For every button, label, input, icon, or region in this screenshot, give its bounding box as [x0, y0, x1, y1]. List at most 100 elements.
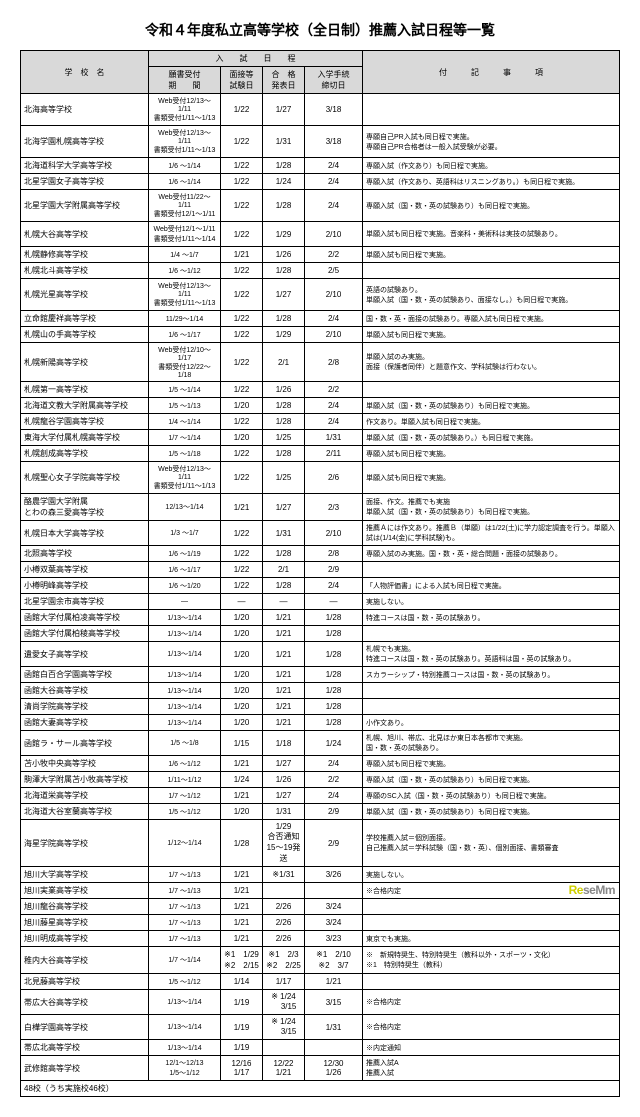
- table-row: 北海道大谷室蘭高等学校1/5 ～1/121/201/312/9単願入試（国・数・…: [21, 804, 620, 820]
- cell-name: 旭川龍谷高等学校: [21, 899, 149, 915]
- cell-note: [363, 699, 620, 715]
- cell-exam: 1/22: [221, 343, 263, 382]
- cell-name: 札幌山の手高等学校: [21, 327, 149, 343]
- cell-app: 1/13～1/14: [149, 642, 221, 667]
- cell-app: 1/13～1/14: [149, 667, 221, 683]
- cell-res: 1/29: [263, 222, 305, 247]
- cell-note: [363, 626, 620, 642]
- cell-name: 北星学園女子高等学校: [21, 174, 149, 190]
- cell-note: [363, 683, 620, 699]
- cell-app: 1/13～1/14: [149, 1015, 221, 1040]
- cell-res: 1/26: [263, 247, 305, 263]
- cell-note: 単願入試（国・数・英の試験あり）も同日程で実施。: [363, 398, 620, 414]
- cell-exam: 1/21: [221, 247, 263, 263]
- cell-proc: 1/28: [305, 715, 363, 731]
- table-row: 武修館高等学校12/1～12/131/5～1/1212/161/1712/221…: [21, 1056, 620, 1081]
- logo-om: m: [605, 883, 615, 897]
- table-row: 函館白百合学園高等学校1/13～1/141/201/211/28スカラーシップ・…: [21, 667, 620, 683]
- cell-exam: 1/20: [221, 667, 263, 683]
- cell-app: Web受付11/22～1/11書類受付12/1～1/11: [149, 190, 221, 222]
- cell-note: 専願自己PR入試も同日程で実施。専願自己PR合格者は一般入試受験が必要。: [363, 126, 620, 158]
- table-row: 札幌創成高等学校1/5 ～1/181/221/282/11専願入試も同日程で実施…: [21, 446, 620, 462]
- cell-note: 専願入試のみ実施。国・数・英・総合問題・面接の試験あり。: [363, 546, 620, 562]
- cell-res: 1/21: [263, 642, 305, 667]
- cell-app: Web受付12/13～1/11書類受付1/11～1/13: [149, 279, 221, 311]
- cell-app: 1/5 ～1/12: [149, 974, 221, 990]
- cell-name: 札幌新陽高等学校: [21, 343, 149, 382]
- table-row: 酪農学園大学附属とわの森三愛高等学校12/13～1/141/211/272/3面…: [21, 494, 620, 521]
- cell-app: 1/4 ～1/7: [149, 247, 221, 263]
- cell-res: 1/21: [263, 667, 305, 683]
- cell-note: 札幌、旭川、帯広、北見ほか東日本各都市で実施。国・数・英の試験あり。: [363, 731, 620, 756]
- cell-proc: 3/26: [305, 867, 363, 883]
- cell-note: 単願入試（国・数・英の試験あり。）も同日程で実施。: [363, 430, 620, 446]
- table-row: 札幌山の手高等学校1/6 ～1/171/221/292/10単願入試も同日程で実…: [21, 327, 620, 343]
- table-row: 帯広北高等学校1/13～1/141/19※内定通知: [21, 1040, 620, 1056]
- th-schedule: 入 試 日 程: [149, 51, 363, 67]
- table-row: 札幌光星高等学校Web受付12/13～1/11書類受付1/11～1/131/22…: [21, 279, 620, 311]
- cell-name: 札幌聖心女子学院高等学校: [21, 462, 149, 494]
- table-row: 北海道文教大学附属高等学校1/5 ～1/131/201/282/4単願入試（国・…: [21, 398, 620, 414]
- cell-app: 1/7 ～1/13: [149, 867, 221, 883]
- cell-res: 1/26: [263, 772, 305, 788]
- cell-exam: 1/20: [221, 430, 263, 446]
- cell-proc: 3/24: [305, 899, 363, 915]
- cell-exam: 1/22: [221, 222, 263, 247]
- cell-app: 1/6 ～1/14: [149, 158, 221, 174]
- cell-name: 函館大谷高等学校: [21, 683, 149, 699]
- cell-proc: 2/5: [305, 263, 363, 279]
- cell-note: 推薦入試A推薦入試: [363, 1056, 620, 1081]
- cell-res: 12/221/21: [263, 1056, 305, 1081]
- cell-name: 北星学園余市高等学校: [21, 594, 149, 610]
- cell-proc: 1/28: [305, 610, 363, 626]
- cell-res: 1/28: [263, 414, 305, 430]
- schedule-table: 学 校 名 入 試 日 程 付 記 事 項 願書受付期 間 面接等試験日 合 格…: [20, 50, 620, 1097]
- cell-name: 札幌第一高等学校: [21, 382, 149, 398]
- cell-proc: 12/301/26: [305, 1056, 363, 1081]
- cell-name: 北海道文教大学附属高等学校: [21, 398, 149, 414]
- table-row: 旭川実業高等学校1/7 ～1/131/21※合格内定: [21, 883, 620, 899]
- cell-note: 特進コースは国・数・英の試験あり。: [363, 610, 620, 626]
- cell-name: 函館大学付属柏凌高等学校: [21, 610, 149, 626]
- cell-proc: 1/28: [305, 642, 363, 667]
- cell-note: 専願入試（作文あり）も同日程で実施。: [363, 158, 620, 174]
- cell-name: 帯広大谷高等学校: [21, 990, 149, 1015]
- cell-app: Web受付12/1～1/11書類受付1/11～1/14: [149, 222, 221, 247]
- cell-res: 1/28: [263, 190, 305, 222]
- cell-exam: 1/20: [221, 699, 263, 715]
- cell-note: 英語の試験あり。単願入試（国・数・英の試験あり、面接なし。）も同日程で実施。: [363, 279, 620, 311]
- cell-proc: 1/21: [305, 974, 363, 990]
- logo-re: Re: [569, 883, 583, 897]
- cell-res: 2/1: [263, 562, 305, 578]
- cell-app: 1/6 ～1/12: [149, 756, 221, 772]
- table-row: 帯広大谷高等学校1/13～1/141/19※ 1/24 3/153/15※合格内…: [21, 990, 620, 1015]
- cell-app: Web受付12/10～1/17書類受付12/22～1/18: [149, 343, 221, 382]
- cell-res: 1/28: [263, 446, 305, 462]
- cell-proc: 2/9: [305, 820, 363, 867]
- cell-note: ※合格内定: [363, 1015, 620, 1040]
- table-row: 北照高等学校1/6 ～1/191/221/282/8専願入試のみ実施。国・数・英…: [21, 546, 620, 562]
- cell-app: 1/7 ～1/13: [149, 899, 221, 915]
- cell-app: Web受付12/13～1/11書類受付1/11～1/13: [149, 126, 221, 158]
- cell-exam: 1/22: [221, 190, 263, 222]
- table-row: 北星学園余市高等学校――――実施しない。: [21, 594, 620, 610]
- cell-app: 1/6 ～1/14: [149, 174, 221, 190]
- cell-name: 東海大学付属札幌高等学校: [21, 430, 149, 446]
- cell-name: 北海道栄高等学校: [21, 788, 149, 804]
- cell-exam: 1/22: [221, 311, 263, 327]
- table-row: 函館大谷高等学校1/13～1/141/201/211/28: [21, 683, 620, 699]
- cell-proc: 2/4: [305, 578, 363, 594]
- table-row: 遺愛女子高等学校1/13～1/141/201/211/28札幌でも実施。特進コー…: [21, 642, 620, 667]
- cell-proc: 2/2: [305, 247, 363, 263]
- cell-proc: 2/10: [305, 327, 363, 343]
- cell-note: ※合格内定: [363, 990, 620, 1015]
- cell-res: 1/21: [263, 683, 305, 699]
- cell-note: 専願入試（国・数・英の試験あり）も同日程で実施。: [363, 772, 620, 788]
- cell-name: 立命館慶祥高等学校: [21, 311, 149, 327]
- table-row: 北見藤高等学校1/5 ～1/121/141/171/21: [21, 974, 620, 990]
- cell-note: 専願入試も同日程で実施。: [363, 756, 620, 772]
- cell-res: [263, 1040, 305, 1056]
- cell-note: 札幌でも実施。特進コースは国・数・英の試験あり。英語科は国・英の試験あり。: [363, 642, 620, 667]
- cell-app: 1/13～1/14: [149, 990, 221, 1015]
- table-row: 函館大学付属柏凌高等学校1/13～1/141/201/211/28特進コースは国…: [21, 610, 620, 626]
